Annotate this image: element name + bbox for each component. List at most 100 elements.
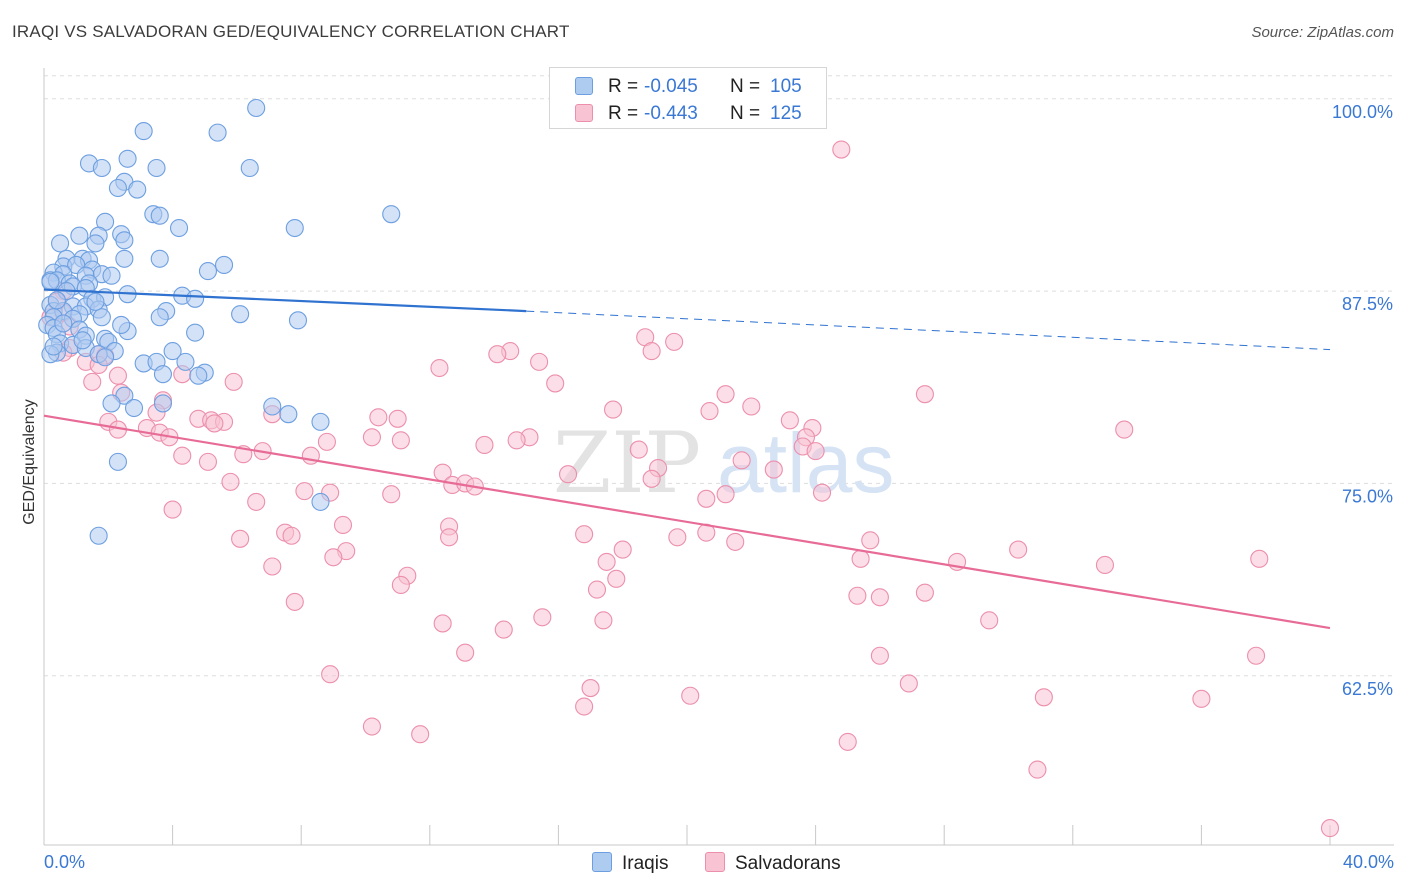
iraqi-point: [198, 262, 218, 281]
axes: [43, 68, 1394, 846]
iraqi-point: [115, 249, 134, 268]
salvadoran-point: [231, 529, 250, 548]
salvadoran-point: [851, 549, 870, 568]
iraqis-r-label: R =: [608, 76, 639, 97]
salvadoran-point: [1247, 646, 1266, 665]
trend-lines: [43, 288, 1331, 630]
iraqis-n-value: 105: [770, 76, 802, 97]
salvadoran-point: [108, 366, 127, 385]
iraqi-point: [44, 337, 63, 356]
iraqi-point: [150, 249, 169, 268]
iraqi-point: [189, 366, 208, 385]
iraqi-point: [118, 149, 137, 168]
y-tick-label: 100.0%: [1332, 102, 1393, 122]
salvadorans-legend-label: Salvadorans: [735, 853, 841, 874]
iraqi-point: [108, 452, 127, 471]
salvadoran-point: [642, 342, 661, 361]
iraqi-point: [89, 526, 108, 545]
salvadoran-point: [488, 345, 507, 364]
salvadoran-point: [732, 451, 751, 470]
salvadoran-point: [581, 679, 600, 698]
salvadorans-legend-swatch: [705, 852, 725, 872]
salvadoran-point: [391, 575, 410, 595]
iraqi-point: [73, 331, 92, 350]
iraqis-swatch: [575, 77, 593, 95]
salvadoran-point: [642, 469, 661, 488]
iraqis-points: [38, 98, 401, 545]
salvadoran-point: [324, 548, 343, 567]
salvadoran-point: [1115, 420, 1134, 439]
watermark-zip: ZIP: [553, 414, 701, 512]
iraqi-point: [311, 492, 330, 511]
legend-row-iraqis: R = -0.045 N = 105: [575, 76, 825, 98]
salvadoran-point: [475, 435, 494, 455]
series-legend: Iraqis Salvadorans: [0, 850, 1406, 880]
iraqi-point: [70, 226, 89, 245]
iraqi-point: [115, 231, 134, 250]
salvadoran-point: [456, 643, 475, 662]
salvadorans-r-value: -0.443: [644, 103, 698, 124]
salvadoran-point: [362, 428, 381, 447]
salvadoran-point: [812, 483, 832, 502]
salvadoran-point: [163, 500, 182, 519]
salvadoran-point: [494, 620, 513, 639]
iraqi-point: [51, 234, 70, 253]
salvadoran-point: [870, 588, 889, 607]
iraqis-r-value: -0.045: [644, 76, 698, 97]
iraqis-trend-line: [43, 288, 527, 313]
iraqi-point: [92, 308, 111, 327]
iraqis-legend-label: Iraqis: [622, 853, 669, 874]
iraqi-point: [92, 158, 111, 178]
salvadoran-point: [607, 569, 626, 588]
salvadoran-point: [263, 557, 282, 576]
iraqi-point: [214, 255, 234, 274]
iraqis-n-label: N =: [730, 76, 761, 97]
correlation-legend: R = -0.045 N = 105 R = -0.443 N = 125: [549, 67, 827, 129]
salvadoran-point: [629, 440, 648, 459]
salvadorans-swatch: [575, 104, 593, 122]
salvadoran-point: [221, 472, 240, 491]
salvadoran-point: [716, 485, 735, 504]
y-tick-labels: 62.5% 75.0% 87.5% 100.0%: [1332, 102, 1393, 699]
salvadoran-point: [440, 528, 459, 547]
salvadoran-point: [780, 411, 799, 430]
salvadoran-point: [507, 431, 526, 450]
iraqi-point: [54, 314, 73, 333]
iraqi-point: [86, 292, 105, 311]
iraqi-point: [96, 348, 115, 367]
salvadoran-point: [700, 402, 719, 421]
salvadoran-point: [369, 408, 388, 427]
salvadoran-point: [1192, 689, 1211, 708]
salvadoran-point: [575, 697, 594, 716]
salvadoran-point: [726, 532, 745, 551]
x-tick-label-max: 40.0%: [1342, 852, 1394, 872]
salvadoran-point: [198, 452, 218, 471]
salvadorans-trend-line: [43, 414, 1331, 630]
iraqi-point: [102, 394, 121, 413]
salvadoran-point: [1009, 540, 1028, 559]
salvadoran-point: [980, 611, 999, 630]
iraqi-point: [163, 342, 182, 361]
legend-item-iraqis: Iraqis: [592, 852, 668, 875]
salvadoran-point: [665, 332, 684, 351]
salvadoran-point: [388, 409, 407, 428]
salvadoran-point: [1320, 819, 1340, 838]
salvadoran-point: [604, 400, 623, 419]
salvadorans-r-label: R =: [608, 103, 639, 124]
salvadoran-point: [333, 515, 353, 535]
iraqi-point: [169, 218, 189, 238]
salvadorans-n-value: 125: [770, 103, 802, 124]
iraqi-point: [285, 218, 304, 238]
salvadoran-point: [613, 540, 632, 559]
iraqi-point: [86, 234, 105, 253]
salvadorans-n-label: N =: [730, 103, 761, 124]
salvadoran-point: [433, 614, 452, 633]
salvadoran-point: [742, 397, 761, 416]
iraqi-point: [186, 323, 205, 342]
salvadoran-point: [558, 465, 578, 484]
iraqis-legend-swatch: [592, 852, 612, 872]
salvadoran-point: [295, 482, 314, 501]
salvadoran-point: [382, 485, 401, 504]
salvadoran-point: [83, 372, 102, 391]
